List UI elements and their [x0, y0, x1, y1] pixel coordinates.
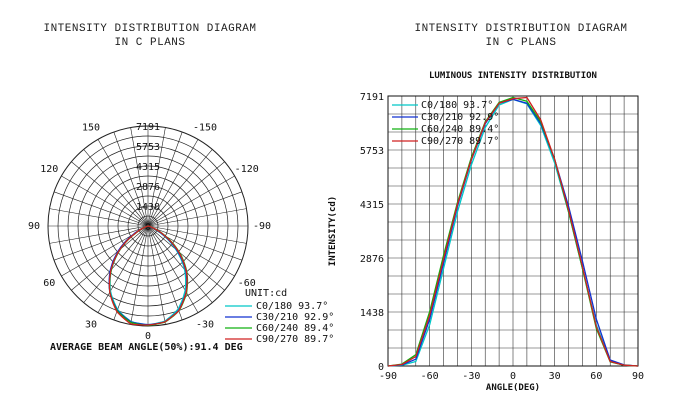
- line-y-tick-label: 4315: [360, 200, 384, 211]
- polar-radial-label: 5753: [136, 142, 160, 153]
- polar-spoke: [61, 175, 149, 227]
- polar-angle-label: 60: [43, 278, 55, 289]
- polar-legend-label: C90/270 89.7°: [256, 334, 334, 345]
- polar-beam-annotation: AVERAGE BEAM ANGLE(50%):91.4 DEG: [50, 342, 243, 353]
- polar-spoke: [147, 131, 183, 227]
- polar-angle-label: -150: [193, 122, 217, 133]
- line-chart-title: LUMINOUS INTENSITY DISTRIBUTION: [429, 71, 597, 81]
- line-series: [387, 98, 639, 367]
- polar-spoke: [130, 127, 149, 227]
- polar-spoke: [147, 225, 199, 313]
- polar-spoke: [71, 225, 149, 291]
- polar-spoke: [147, 225, 213, 303]
- polar-unit-label: UNIT:cd: [245, 288, 287, 299]
- line-x-tick-label: 90: [632, 371, 644, 382]
- line-x-tick-label: 30: [549, 371, 561, 382]
- line-legend-label: C30/210 92.9°: [421, 112, 499, 123]
- polar-spoke: [97, 139, 149, 227]
- polar-spoke: [147, 175, 235, 227]
- line-x-tick-label: -60: [421, 371, 439, 382]
- line-series: [387, 98, 639, 367]
- right-diagram-title: INTENSITY DISTRIBUTION DIAGRAM IN C PLAN…: [350, 22, 692, 50]
- line-y-tick-label: 2876: [360, 254, 384, 265]
- left-diagram-title: INTENSITY DISTRIBUTION DIAGRAM IN C PLAN…: [0, 22, 300, 50]
- right-title-line2: IN C PLANS: [485, 37, 557, 49]
- polar-angle-label: 30: [85, 320, 97, 331]
- polar-spoke: [49, 225, 149, 244]
- line-x-axis-label: ANGLE(DEG): [486, 383, 540, 393]
- line-y-tick-label: 0: [378, 362, 384, 373]
- line-y-tick-label: 7191: [360, 92, 384, 103]
- line-series: [387, 96, 639, 367]
- polar-spoke: [113, 131, 149, 227]
- left-title-line1: INTENSITY DISTRIBUTION DIAGRAM: [43, 23, 257, 35]
- line-legend-label: C90/270 89.7°: [421, 136, 499, 147]
- polar-spoke: [147, 225, 166, 325]
- polar-angle-label: 0: [145, 331, 151, 342]
- polar-spoke: [147, 139, 199, 227]
- polar-angle-label: 150: [82, 122, 100, 133]
- polar-spoke: [147, 191, 243, 227]
- polar-angle-label: -90: [253, 221, 271, 232]
- polar-legend-label: C30/210 92.9°: [256, 312, 334, 323]
- polar-angle-label: -120: [235, 164, 259, 175]
- polar-legend-label: C60/240 89.4°: [256, 323, 334, 334]
- line-x-tick-label: 0: [510, 371, 516, 382]
- polar-chart: -150 150 -120 120 -90 90 -60 60 -30 30 0 7191 5753 43…: [28, 122, 334, 353]
- line-series: [387, 96, 639, 367]
- polar-spoke: [83, 225, 149, 303]
- polar-spoke: [71, 161, 149, 227]
- line-legend-label: C60/240 89.4°: [421, 124, 499, 135]
- polar-radial-label: 1438: [136, 202, 160, 213]
- polar-spoke: [113, 225, 149, 321]
- polar-spoke: [147, 225, 243, 261]
- polar-spoke: [53, 225, 149, 261]
- line-plot-frame: [387, 95, 639, 367]
- left-title-line2: IN C PLANS: [114, 37, 186, 49]
- polar-spoke: [147, 225, 247, 244]
- polar-spoke: [147, 127, 166, 227]
- polar-angle-label: 120: [40, 164, 58, 175]
- polar-angle-label: 90: [28, 221, 40, 232]
- polar-spoke: [147, 225, 225, 291]
- polar-spoke: [97, 225, 149, 313]
- polar-spoke: [147, 225, 183, 321]
- polar-spoke: [147, 208, 247, 227]
- polar-legend-label: C0/180 93.7°: [256, 301, 328, 312]
- line-x-tick-label: 60: [590, 371, 602, 382]
- polar-radial-label: 2876: [136, 182, 160, 193]
- line-x-tick-label: -90: [379, 371, 397, 382]
- polar-spoke: [147, 161, 225, 227]
- polar-spoke: [49, 208, 149, 227]
- polar-spoke: [130, 225, 149, 325]
- polar-spoke: [147, 149, 213, 227]
- polar-spoke: [53, 191, 149, 227]
- line-y-tick-label: 5753: [360, 146, 384, 157]
- line-x-tick-label: -30: [462, 371, 480, 382]
- line-y-tick-label: 1438: [360, 308, 384, 319]
- polar-spoke: [83, 149, 149, 227]
- polar-radial-label: 4315: [136, 162, 160, 173]
- polar-angle-label: -60: [238, 278, 256, 289]
- line-legend-label: C0/180 93.7°: [421, 100, 493, 111]
- polar-angle-label: -30: [196, 320, 214, 331]
- right-title-line1: INTENSITY DISTRIBUTION DIAGRAM: [414, 23, 628, 35]
- polar-radial-label: 7191: [136, 122, 160, 133]
- polar-radial-label: 0: [145, 222, 151, 233]
- polar-series-curve: [108, 225, 188, 326]
